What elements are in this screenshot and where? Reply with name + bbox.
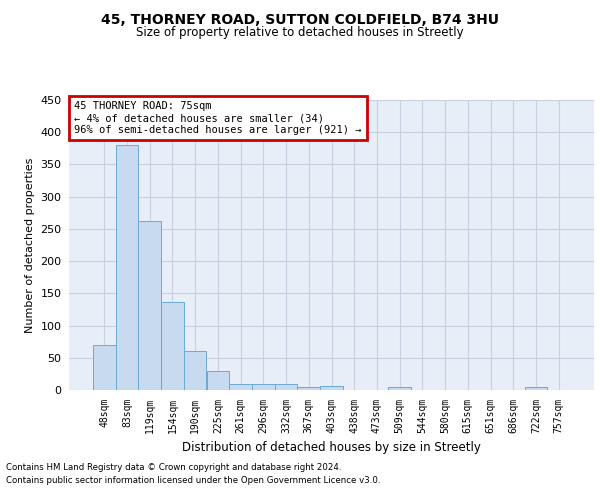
Bar [275, 384, 298, 390]
Bar [229, 384, 252, 390]
Bar [184, 352, 206, 390]
Bar [298, 387, 320, 390]
Bar [93, 345, 116, 390]
Bar [252, 384, 275, 390]
Text: 45 THORNEY ROAD: 75sqm
← 4% of detached houses are smaller (34)
96% of semi-deta: 45 THORNEY ROAD: 75sqm ← 4% of detached … [74, 102, 362, 134]
Bar [320, 386, 343, 390]
Bar [161, 302, 184, 390]
Text: Contains public sector information licensed under the Open Government Licence v3: Contains public sector information licen… [6, 476, 380, 485]
X-axis label: Distribution of detached houses by size in Streetly: Distribution of detached houses by size … [182, 441, 481, 454]
Y-axis label: Number of detached properties: Number of detached properties [25, 158, 35, 332]
Text: Contains HM Land Registry data © Crown copyright and database right 2024.: Contains HM Land Registry data © Crown c… [6, 464, 341, 472]
Text: 45, THORNEY ROAD, SUTTON COLDFIELD, B74 3HU: 45, THORNEY ROAD, SUTTON COLDFIELD, B74 … [101, 12, 499, 26]
Bar [388, 387, 411, 390]
Bar [524, 387, 547, 390]
Bar [139, 221, 161, 390]
Bar [116, 145, 139, 390]
Text: Size of property relative to detached houses in Streetly: Size of property relative to detached ho… [136, 26, 464, 39]
Bar [206, 370, 229, 390]
